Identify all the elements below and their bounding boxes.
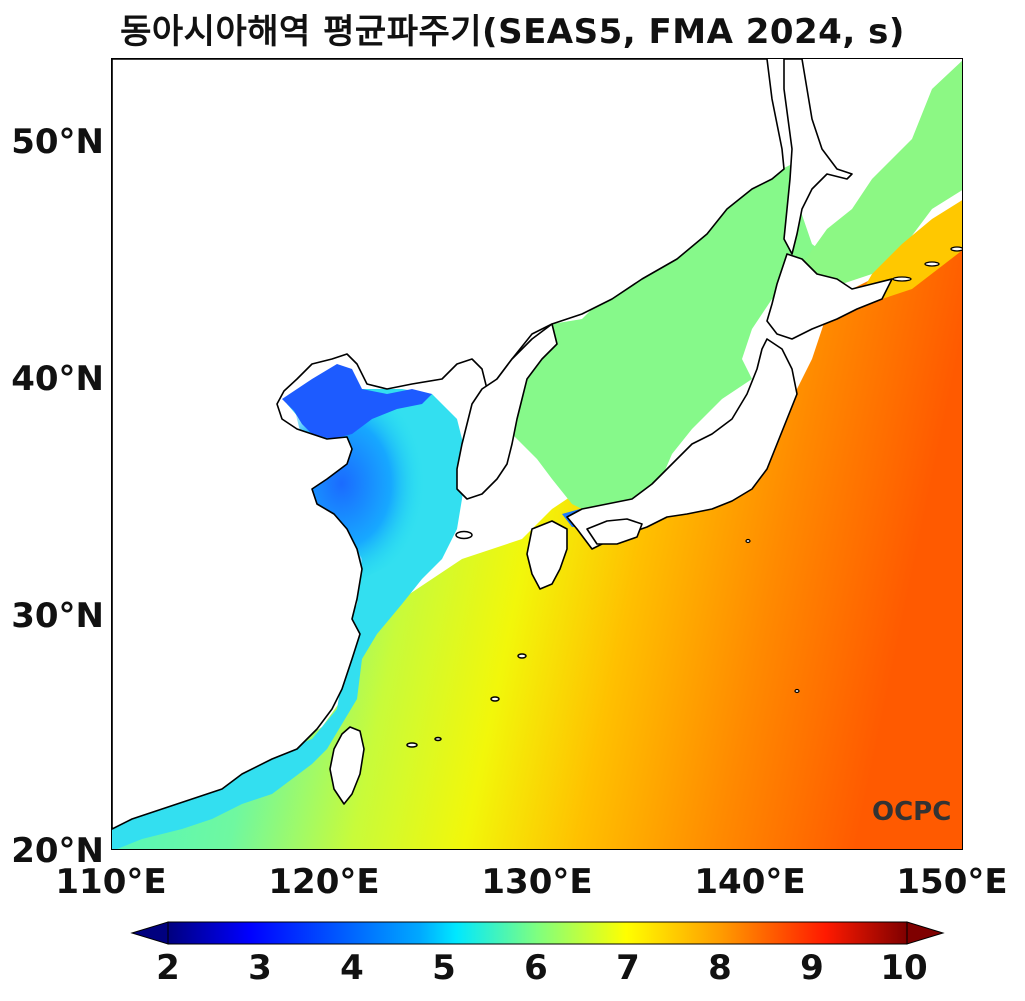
lon-label-130: 130°E: [481, 862, 593, 902]
lat-label-20: 20°N: [11, 831, 104, 871]
lon-label-140: 140°E: [694, 862, 806, 902]
lat-label-30: 30°N: [11, 596, 104, 636]
map-title: 동아시아해역 평균파주기(SEAS5, FMA 2024, s): [120, 12, 905, 52]
jeju-island: [455, 530, 473, 540]
lat-label-40: 40°N: [11, 359, 104, 399]
kuril-island-c: [950, 246, 962, 252]
sakhalin-island: [783, 59, 853, 255]
okhotsk-field: [802, 60, 962, 284]
colorbar-tick-3: 3: [248, 948, 272, 988]
ocpc-logo: OCPC: [872, 797, 952, 827]
colorbar: [130, 918, 945, 948]
bohai-sea-field: [282, 364, 432, 439]
colorbar-tick-7: 7: [616, 948, 640, 988]
colorbar-tick-4: 4: [340, 948, 364, 988]
map-panel: OCPC: [111, 58, 963, 850]
shikoku-island: [586, 518, 643, 545]
colorbar-max-extend: [906, 921, 945, 945]
colorbar-tick-6: 6: [524, 948, 548, 988]
colorbar-tick-5: 5: [432, 948, 456, 988]
korea-peninsula: [456, 323, 558, 500]
colorbar-body: [167, 921, 908, 945]
lon-label-120: 120°E: [268, 862, 380, 902]
izu-island: [745, 538, 751, 544]
taiwan-island: [329, 726, 365, 805]
ryukyu-island-c: [406, 742, 418, 748]
kyushu-island: [526, 520, 568, 590]
colorbar-tick-10: 10: [880, 948, 928, 988]
colorbar-min-extend: [130, 921, 169, 945]
asia-mainland: [112, 59, 785, 830]
colorbar-tick-9: 9: [800, 948, 824, 988]
ryukyu-island-b: [490, 696, 500, 702]
ogasawara-island: [794, 688, 800, 694]
colorbar-tick-2: 2: [156, 948, 180, 988]
east-sea-field: [487, 164, 832, 514]
wave-period-map: [112, 59, 962, 849]
hokkaido-island: [766, 253, 893, 340]
lat-label-50: 50°N: [11, 122, 104, 162]
ryukyu-island-a: [517, 653, 527, 659]
ryukyu-island-d: [434, 736, 442, 742]
lon-label-110: 110°E: [55, 862, 167, 902]
lon-label-150: 150°E: [896, 862, 1008, 902]
colorbar-tick-8: 8: [708, 948, 732, 988]
kuril-island-b: [924, 261, 940, 267]
kuril-island: [892, 276, 912, 282]
